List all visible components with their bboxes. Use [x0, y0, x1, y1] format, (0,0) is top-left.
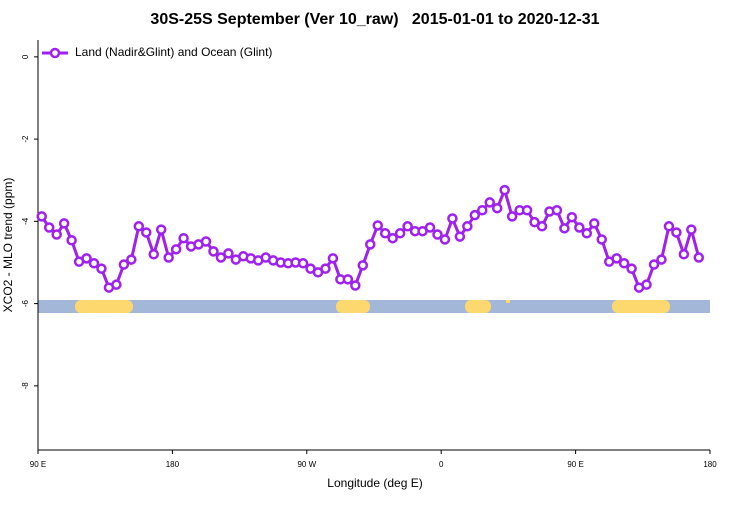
legend-marker — [49, 47, 61, 59]
data-point — [141, 227, 152, 238]
land-band — [506, 300, 510, 303]
data-point — [596, 234, 607, 245]
data-point — [439, 234, 451, 245]
data-point — [163, 252, 174, 263]
y-axis-label: XCO2 - MLO trend (ppm) — [1, 178, 15, 313]
x-tick-label: 90 E — [30, 460, 46, 469]
data-point — [491, 202, 503, 214]
data-point — [484, 197, 495, 208]
data-point — [58, 218, 70, 229]
data-point — [342, 274, 354, 285]
data-point — [469, 209, 481, 221]
data-point — [81, 253, 92, 264]
chart-title: 30S-25S September (Ver 10_raw) 2015-01-0… — [150, 11, 599, 28]
data-point — [536, 221, 548, 232]
data-point — [66, 235, 77, 246]
y-tick-label: -6 — [21, 299, 30, 307]
data-point — [559, 223, 570, 234]
land-band — [336, 300, 370, 313]
data-point — [671, 227, 682, 238]
land-band — [75, 300, 133, 313]
data-point — [43, 222, 55, 233]
data-point — [566, 211, 578, 223]
y-tick-label: -8 — [21, 382, 30, 390]
x-tick-label: 180 — [703, 460, 717, 469]
data-point — [678, 249, 690, 260]
data-point — [611, 253, 622, 264]
data-point — [178, 232, 189, 244]
y-tick-label: 0 — [21, 54, 30, 59]
data-point — [36, 211, 47, 222]
data-point — [506, 211, 518, 222]
data-point — [111, 279, 122, 290]
y-tick-label: -2 — [21, 135, 30, 143]
data-point — [648, 259, 660, 270]
data-point — [320, 263, 331, 274]
data-point — [118, 259, 130, 270]
data-point — [223, 248, 234, 259]
land-band — [612, 300, 670, 313]
data-point — [350, 280, 361, 291]
data-point — [574, 222, 585, 233]
data-point — [387, 232, 398, 244]
data-point — [379, 228, 391, 239]
data-point — [200, 236, 212, 247]
data-point — [133, 221, 145, 232]
x-tick-label: 0 — [439, 460, 444, 469]
data-point — [365, 239, 376, 250]
data-point — [327, 253, 339, 264]
data-point — [499, 184, 510, 196]
data-point — [656, 254, 667, 265]
data-point — [589, 218, 600, 229]
data-point — [155, 224, 167, 235]
data-point — [462, 221, 473, 232]
data-point — [477, 205, 488, 216]
data-point — [686, 224, 697, 235]
data-point — [529, 216, 540, 228]
x-tick-label: 90 E — [567, 460, 583, 469]
data-point — [394, 228, 406, 239]
ocean-band — [38, 300, 710, 313]
land-band — [465, 300, 491, 313]
data-point — [641, 279, 652, 290]
x-tick-label: 180 — [166, 460, 180, 469]
data-point — [215, 252, 227, 263]
data-point — [357, 260, 369, 271]
data-point — [51, 229, 62, 240]
x-axis-label: Longitude (deg E) — [327, 476, 422, 490]
data-point — [626, 263, 637, 274]
data-point — [96, 263, 107, 274]
data-point — [551, 205, 563, 216]
data-point — [297, 258, 309, 269]
data-point — [521, 205, 533, 216]
data-point — [208, 246, 219, 257]
legend-label: Land (Nadir&Glint) and Ocean (Glint) — [75, 45, 272, 59]
data-point — [693, 252, 705, 263]
data-point — [88, 258, 100, 269]
data-point — [372, 220, 383, 231]
x-tick-label: 90 W — [297, 460, 316, 469]
data-point — [126, 254, 137, 265]
data-point — [581, 228, 593, 239]
y-tick-label: -4 — [21, 217, 30, 225]
data-point — [663, 221, 675, 232]
surface-band — [38, 300, 710, 313]
data-point — [454, 231, 466, 242]
data-point — [148, 249, 159, 260]
data-point — [170, 244, 182, 255]
data-point — [447, 213, 458, 224]
data-point — [402, 221, 413, 232]
data-point — [424, 222, 436, 233]
data-point — [432, 229, 443, 240]
data-point — [618, 258, 630, 269]
